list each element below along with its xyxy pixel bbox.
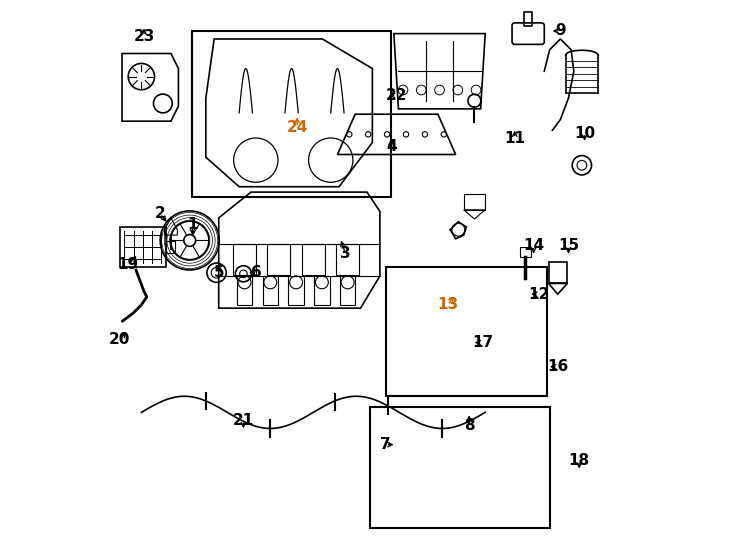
Bar xyxy=(166,241,175,253)
Text: 18: 18 xyxy=(569,453,589,468)
Text: 14: 14 xyxy=(523,238,544,253)
Bar xyxy=(548,262,567,284)
Text: 16: 16 xyxy=(547,359,568,374)
Text: 13: 13 xyxy=(437,298,458,313)
Bar xyxy=(314,276,330,305)
Text: 12: 12 xyxy=(528,287,550,302)
Text: 3: 3 xyxy=(340,246,351,261)
Text: 20: 20 xyxy=(109,332,131,347)
Text: 10: 10 xyxy=(574,125,595,140)
Bar xyxy=(464,194,485,210)
Text: 11: 11 xyxy=(504,131,526,146)
Text: 21: 21 xyxy=(233,413,254,428)
Bar xyxy=(336,244,359,275)
Text: 22: 22 xyxy=(386,88,407,103)
Text: 2: 2 xyxy=(155,206,166,221)
Text: 5: 5 xyxy=(214,265,225,280)
Bar xyxy=(120,227,166,267)
Text: 9: 9 xyxy=(555,23,566,38)
Bar xyxy=(340,276,355,305)
Bar xyxy=(263,276,278,305)
Text: 4: 4 xyxy=(386,139,396,154)
Bar xyxy=(524,12,532,25)
Text: 6: 6 xyxy=(252,265,262,280)
Text: 15: 15 xyxy=(558,238,579,253)
Bar xyxy=(192,31,391,198)
Bar xyxy=(237,276,252,305)
Bar xyxy=(302,244,325,275)
Bar xyxy=(386,267,547,396)
Text: 19: 19 xyxy=(117,257,139,272)
Text: 17: 17 xyxy=(472,335,493,350)
Bar xyxy=(233,244,256,275)
Bar xyxy=(267,244,291,275)
Bar xyxy=(520,247,531,256)
Text: 23: 23 xyxy=(134,29,155,44)
Text: 24: 24 xyxy=(286,120,308,135)
Bar xyxy=(288,276,304,305)
Bar xyxy=(370,407,550,528)
Text: 7: 7 xyxy=(380,437,391,452)
Text: 8: 8 xyxy=(464,418,474,433)
Text: 1: 1 xyxy=(187,217,197,232)
